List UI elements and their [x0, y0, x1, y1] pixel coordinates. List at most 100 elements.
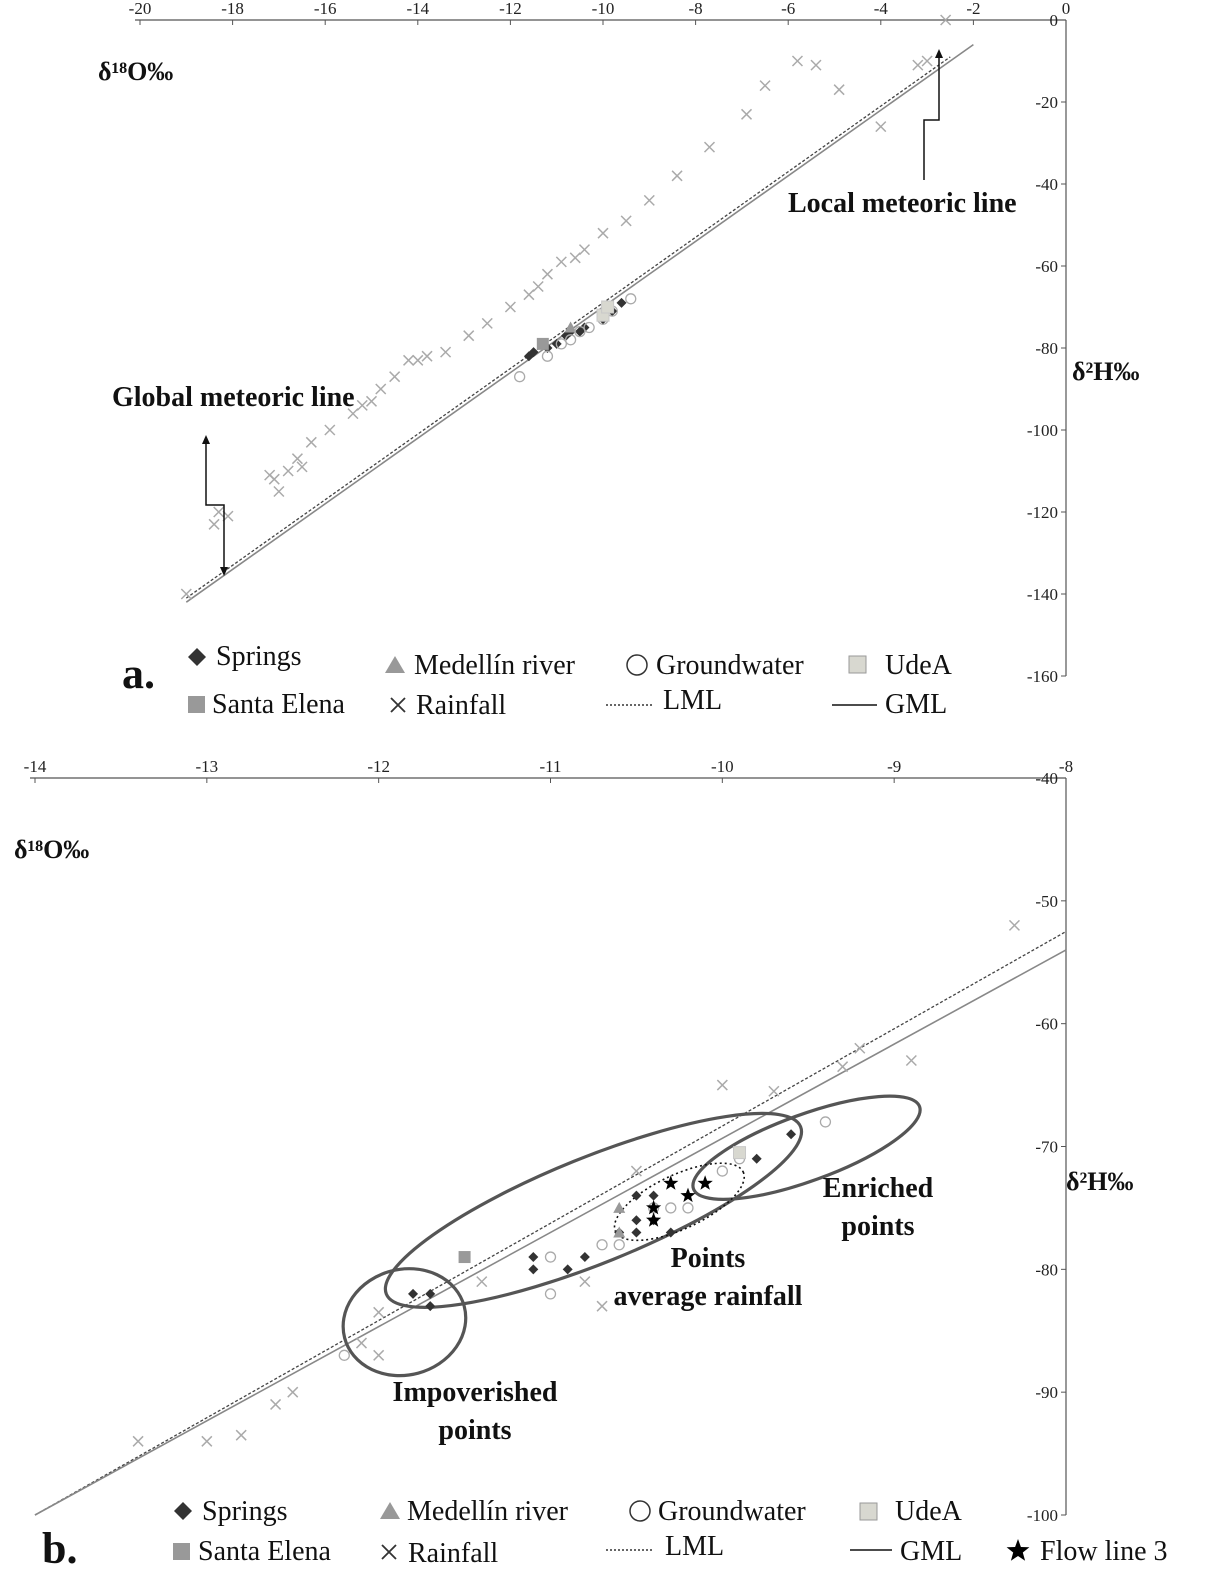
rainfall-point [305, 436, 317, 448]
groundwater-point [819, 1116, 832, 1128]
groundwater-point [514, 371, 526, 383]
santa-elena-point [536, 337, 549, 350]
rainfall-point [791, 55, 803, 67]
x-tick-label: -8 [689, 0, 703, 18]
rainfall-point [373, 1306, 385, 1318]
rainfall-point [180, 588, 192, 600]
flow-line-3-point [697, 1175, 713, 1190]
y-tick-label: -60 [1035, 1015, 1058, 1034]
legend-springs-label: Springs [216, 641, 302, 672]
rainfall-point [273, 485, 285, 498]
medellin-river-point [613, 1226, 626, 1238]
rainfall-point [523, 289, 535, 301]
local-meteoric-line-arrow [923, 58, 940, 180]
x-tick-label: -12 [499, 0, 522, 18]
y-tick-label: -40 [1035, 175, 1058, 194]
rainfall-point [287, 1386, 299, 1398]
legend-springs-label: Springs [202, 1496, 288, 1527]
legend-medellin-river-label: Medellín river [414, 650, 576, 681]
global-meteoric-arrowhead-up [202, 435, 210, 444]
rainfall-point [201, 1435, 213, 1447]
legend-santa-elena-marker [173, 1543, 190, 1560]
rainfall-point [921, 55, 933, 67]
legend-groundwater-label: Groundwater [658, 1496, 806, 1527]
legend-udea-label: UdeA [895, 1496, 963, 1527]
springs-point [528, 1264, 539, 1275]
rainfall-point [481, 317, 493, 329]
enriched-points-ellipse [691, 1094, 922, 1201]
x-tick-label: -11 [539, 757, 561, 776]
x-tick-label: -14 [406, 0, 429, 18]
lml-line [185, 56, 951, 599]
legend-lml-label: LML [663, 685, 722, 716]
groundwater-point [338, 1349, 350, 1361]
rainfall-point [132, 1435, 144, 1447]
rainfall-point [833, 84, 845, 96]
panel-a: -20 -18 -16 -14 -12 -10 -8 -6 -4 -2 00-20-40-60-80… [98, 0, 1140, 721]
springs-point [631, 1190, 642, 1201]
groundwater-point [541, 350, 554, 362]
gml-line [34, 949, 1067, 1516]
rainfall-point [476, 1276, 488, 1288]
legend-springs-marker [188, 648, 206, 666]
legend-rainfall-label: Rainfall [408, 1538, 498, 1569]
legend-springs-marker [174, 1502, 192, 1520]
local-meteoric-line-label: Local meteoric line [788, 188, 1017, 219]
legend-lml-label: LML [665, 1531, 724, 1562]
groundwater-point [574, 325, 586, 338]
rainfall-point [703, 141, 716, 153]
rainfall-point [355, 1337, 368, 1349]
impoverished-points-label: Impoverished points [393, 1377, 558, 1446]
rainfall-point [671, 170, 683, 182]
rainfall-point [282, 465, 294, 477]
rainfall-point [213, 506, 225, 518]
rainfall-point [620, 215, 632, 227]
rainfall-point [810, 59, 822, 71]
groundwater-point [564, 334, 577, 346]
legend-gml-label: GML [900, 1536, 962, 1567]
rainfall-point [375, 383, 387, 395]
legend-groundwater-marker [626, 654, 648, 676]
legend-flow-line-3-label: Flow line 3 [1040, 1536, 1168, 1567]
santa-elena-point [458, 1251, 471, 1264]
panel-b-y-axis-title: δ²H‰ [1066, 1167, 1134, 1196]
legend-groundwater-label: Groundwater [656, 650, 804, 681]
rainfall-point [940, 14, 952, 26]
x-tick-label: -16 [314, 0, 337, 18]
panel-a-x-axis-title: δ¹⁸O‰ [98, 57, 173, 86]
groundwater-point [596, 1239, 608, 1251]
rainfall-point [630, 1165, 642, 1177]
rainfall-point [403, 354, 415, 366]
rainfall-point [463, 330, 475, 342]
rainfall-point [578, 244, 591, 256]
rainfall-point [208, 518, 220, 530]
springs-point [616, 297, 627, 308]
y-tick-label: -20 [1035, 93, 1058, 112]
rainfall-point [759, 80, 771, 92]
y-tick-label: -50 [1035, 892, 1058, 911]
groundwater-point [555, 338, 567, 350]
panel-b-x-axis-title: δ¹⁸O‰ [14, 835, 89, 864]
legend-santa-elena-marker [188, 696, 205, 713]
y-tick-label: -70 [1035, 1138, 1058, 1157]
panel-a-y-axis-title: δ²H‰ [1072, 357, 1140, 386]
legend-udea-marker [859, 1502, 878, 1521]
y-tick-label: -100 [1027, 1506, 1058, 1525]
groundwater-point [716, 1165, 728, 1177]
rainfall-point [854, 1042, 866, 1054]
y-tick-label: -120 [1027, 503, 1058, 522]
springs-point [528, 347, 539, 358]
rainfall-point [532, 280, 544, 293]
groundwater-point [544, 1288, 557, 1300]
x-tick-label: -13 [195, 757, 218, 776]
legend-medellin-river-label: Medellín river [407, 1496, 569, 1527]
rainfall-point [569, 252, 581, 264]
rainfall-point [347, 408, 359, 420]
groundwater-point [665, 1202, 677, 1214]
groundwater-point [682, 1202, 694, 1214]
y-tick-label: -60 [1035, 257, 1058, 276]
x-tick-label: -14 [24, 757, 47, 776]
rainfall-point [905, 1054, 917, 1067]
groundwater-point [625, 293, 637, 305]
points-average-rainfall-label: Points average rainfall [614, 1243, 803, 1312]
